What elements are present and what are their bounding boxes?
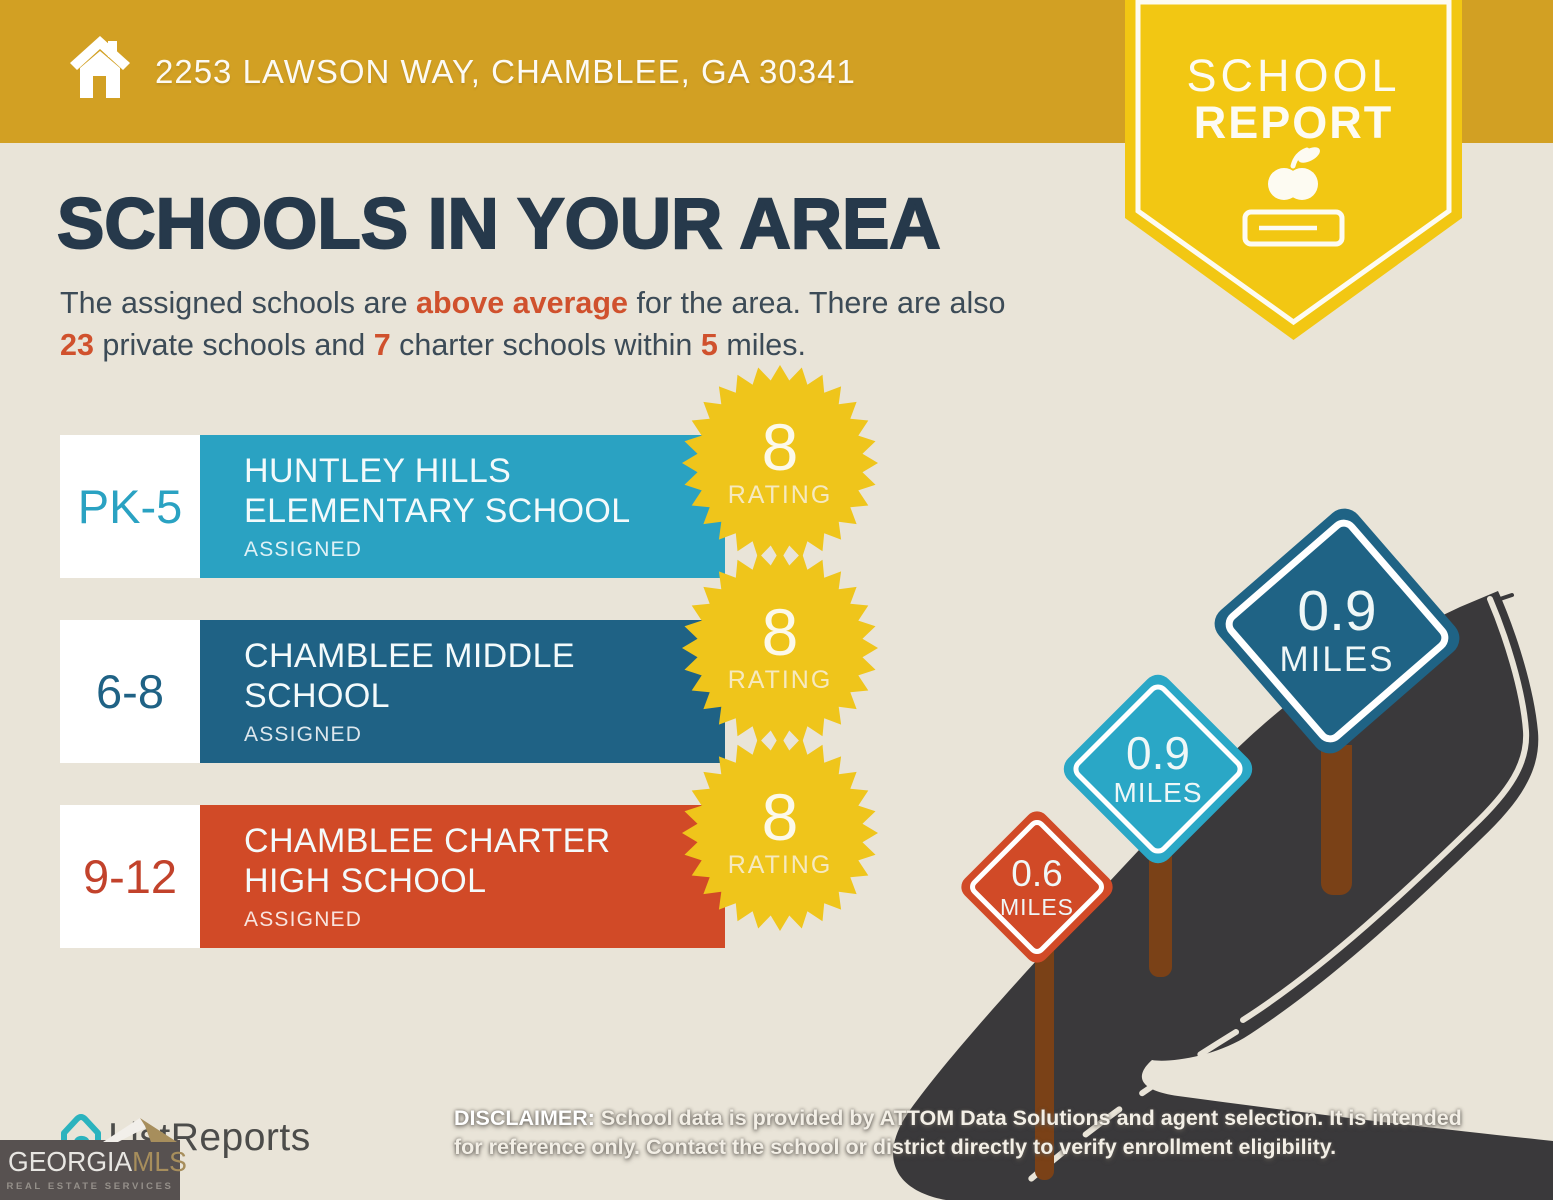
home-icon — [70, 36, 130, 98]
school-row-elementary: HUNTLEY HILLS ELEMENTARY SCHOOL ASSIGNED — [200, 435, 725, 578]
apple-on-book-icon — [1242, 147, 1345, 247]
property-address: 2253 LAWSON WAY, CHAMBLEE, GA 30341 — [155, 52, 856, 90]
distance-sign-text: 0.9 MILES — [1227, 560, 1447, 702]
rating-badge: 8 RATING — [680, 363, 880, 563]
distance-value: 0.6 — [1011, 852, 1063, 894]
school-status: ASSIGNED — [244, 908, 363, 931]
school-row-high: CHAMBLEE CHARTER HIGH SCHOOL ASSIGNED — [200, 805, 725, 948]
intro-quality-highlight: above average — [416, 286, 628, 320]
distance-unit: MILES — [1113, 777, 1203, 808]
intro-private-count: 23 — [60, 328, 94, 362]
rating-starburst — [682, 550, 878, 746]
sign-post — [1035, 940, 1054, 1180]
georgia-mls-tagline: REAL ESTATE SERVICES — [6, 1181, 174, 1192]
school-row-middle: CHAMBLEE MIDDLE SCHOOL ASSIGNED — [200, 620, 725, 763]
intro-seg3: private schools and — [93, 328, 374, 362]
disclaimer: DISCLAIMER: School data is provided by A… — [454, 1104, 1464, 1162]
road-edge-line — [1240, 596, 1530, 1023]
school-name: CHAMBLEE MIDDLE SCHOOL — [244, 637, 575, 715]
georgia-mls-name: GEORGIAMLS — [8, 1146, 187, 1177]
sign-post — [1321, 745, 1352, 895]
school-name: HUNTLEY HILLS ELEMENTARY SCHOOL — [244, 452, 631, 530]
georgia-mls-roof-icon — [103, 1118, 177, 1142]
intro-seg1: The assigned schools are — [60, 286, 417, 320]
distance-unit: MILES — [1279, 640, 1395, 679]
disclaimer-label: DISCLAIMER: — [454, 1106, 595, 1130]
intro-radius-miles: 5 — [700, 328, 718, 362]
intro-seg5: miles. — [717, 328, 806, 362]
georgia-mls-logo — [0, 1140, 180, 1200]
badge-line2: REPORT — [1193, 97, 1394, 148]
rating-label: RATING — [727, 665, 833, 694]
intro-seg2: for the area. There are also — [627, 286, 1006, 320]
page-title: SCHOOLS IN YOUR AREA — [56, 184, 942, 265]
school-report-badge — [1125, 0, 1462, 340]
rating-badge: 8 RATING — [680, 548, 880, 748]
distance-value: 0.9 — [1297, 579, 1377, 643]
rating-value: 8 — [761, 409, 799, 484]
rating-value: 8 — [761, 779, 799, 854]
rating-value: 8 — [761, 594, 799, 669]
intro-seg4: charter schools within — [390, 328, 701, 362]
school-name: CHAMBLEE CHARTER HIGH SCHOOL — [244, 822, 611, 900]
rating-label: RATING — [727, 480, 833, 509]
distance-sign-text: 0.6 MILES — [957, 827, 1117, 947]
grade-range-middle: 6-8 — [60, 620, 200, 763]
school-status: ASSIGNED — [244, 723, 363, 746]
disclaimer-text: School data is provided by ATTOM Data So… — [454, 1106, 1462, 1159]
distance-unit: MILES — [999, 893, 1075, 920]
rating-label: RATING — [727, 850, 833, 879]
intro-charter-count: 7 — [373, 328, 391, 362]
sign-post — [1149, 850, 1172, 977]
distance-sign-text: 0.9 MILES — [1058, 700, 1258, 838]
rating-starburst — [682, 735, 878, 931]
school-status: ASSIGNED — [244, 538, 363, 561]
rating-badge: 8 RATING — [680, 733, 880, 933]
distance-value: 0.9 — [1126, 727, 1190, 779]
badge-line1: SCHOOL — [1186, 50, 1401, 101]
rating-starburst — [682, 365, 878, 561]
grade-range-elementary: PK-5 — [60, 435, 200, 578]
intro-paragraph: The assigned schools are above average f… — [60, 282, 1040, 366]
grade-range-high: 9-12 — [60, 805, 200, 948]
